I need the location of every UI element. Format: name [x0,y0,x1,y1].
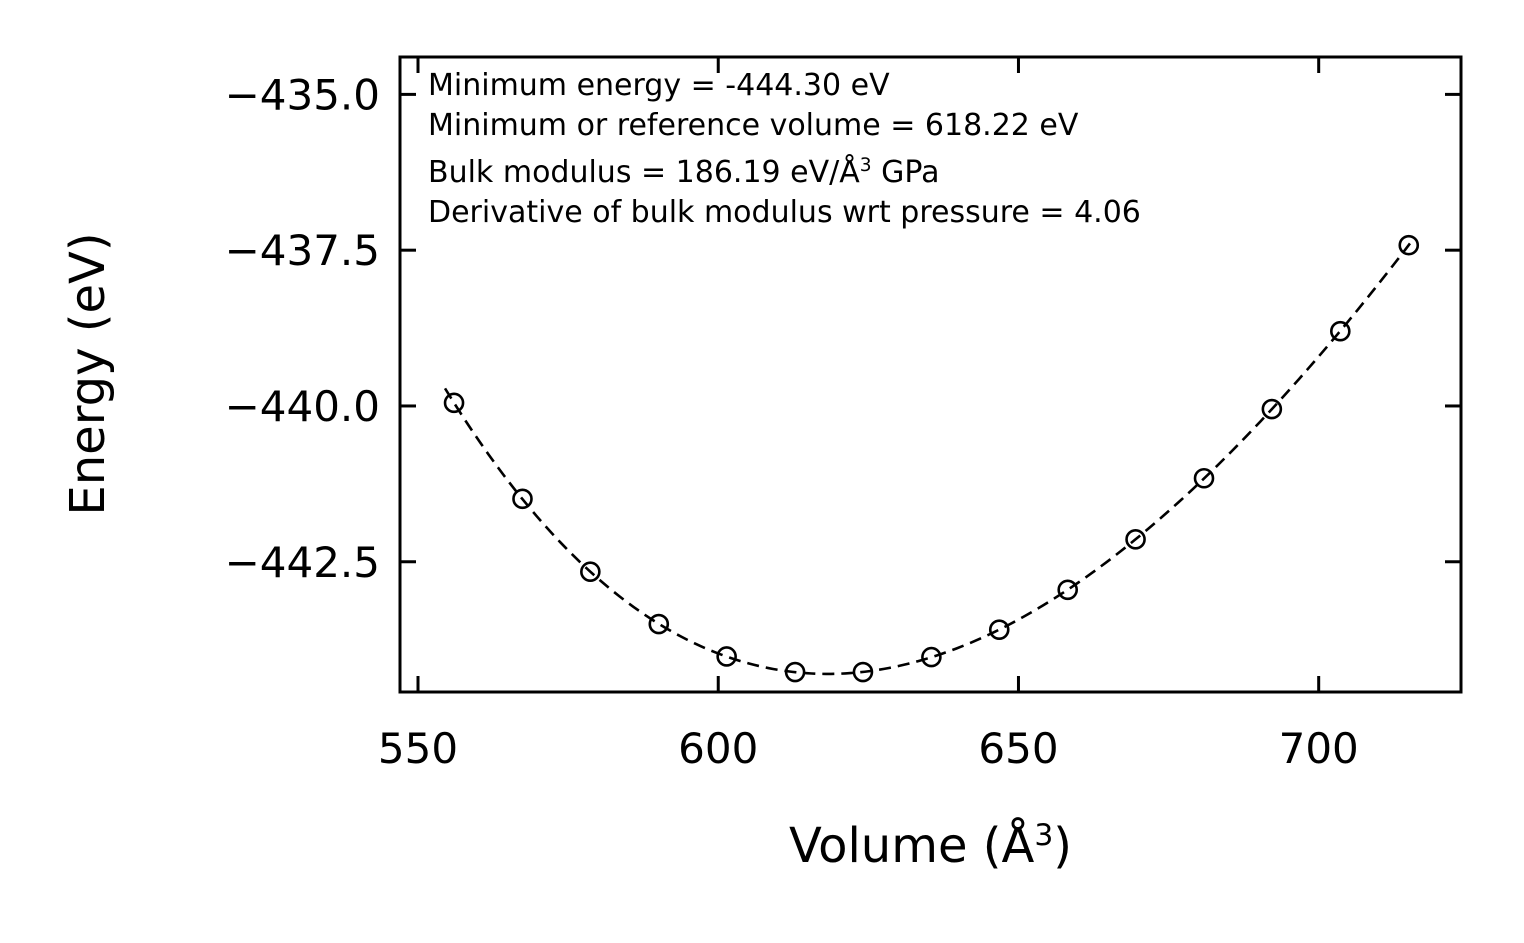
x-tick-label: 550 [378,724,458,773]
y-tick-label: −442.5 [225,538,380,587]
data-point-marker [988,619,1010,640]
x-axis-label-superscript: 3 [1034,818,1054,853]
data-point-marker [1330,320,1351,342]
data-point-marker [648,613,670,635]
x-tick-label: 700 [1279,724,1359,773]
bulk-modulus-units: GPa [871,155,940,190]
fit-curve [443,242,1411,676]
data-point-marker [921,646,942,668]
bulk-modulus-superscript: 3 [859,155,872,176]
data-point-marker [1193,467,1215,489]
data-point-marker [443,392,465,414]
y-tick-label: −435.0 [225,70,380,119]
x-tick-label: 650 [978,724,1058,773]
annotation-line-min-volume: Minimum or reference volume = 618.22 eV [428,108,1079,143]
data-point-marker [852,661,874,683]
annotation-line-bulk-modulus: Bulk modulus = 186.19 eV/Å3 GPa [428,146,1141,193]
bulk-modulus-text: Bulk modulus = 186.19 eV/Å [428,155,860,190]
annotation-line-min-energy: Minimum energy = -444.30 eV [428,68,890,103]
y-axis-label: Energy (eV) [60,232,116,516]
y-tick-label: −440.0 [225,382,380,431]
data-point-marker [512,488,533,510]
data-point-marker [1057,579,1079,601]
data-point-marker [1261,398,1283,420]
data-point-marker [716,646,737,667]
y-tick-label: −437.5 [225,226,380,275]
data-point-marker [1125,529,1146,550]
x-axis-label-text: Volume (Å [788,818,1035,874]
x-axis-label: Volume (Å3) [400,818,1461,874]
x-tick-label: 600 [678,724,758,773]
data-point-marker [580,561,601,583]
x-axis-label-close: ) [1053,818,1072,874]
plot-frame [398,55,1463,694]
data-point-marker [1398,234,1420,256]
annotation-line-bulk-modulus-derivative: Derivative of bulk modulus wrt pressure … [428,195,1141,230]
data-point-marker [784,661,806,683]
fit-results-annotation: Minimum energy = -444.30 eV Minimum or r… [428,66,1141,233]
